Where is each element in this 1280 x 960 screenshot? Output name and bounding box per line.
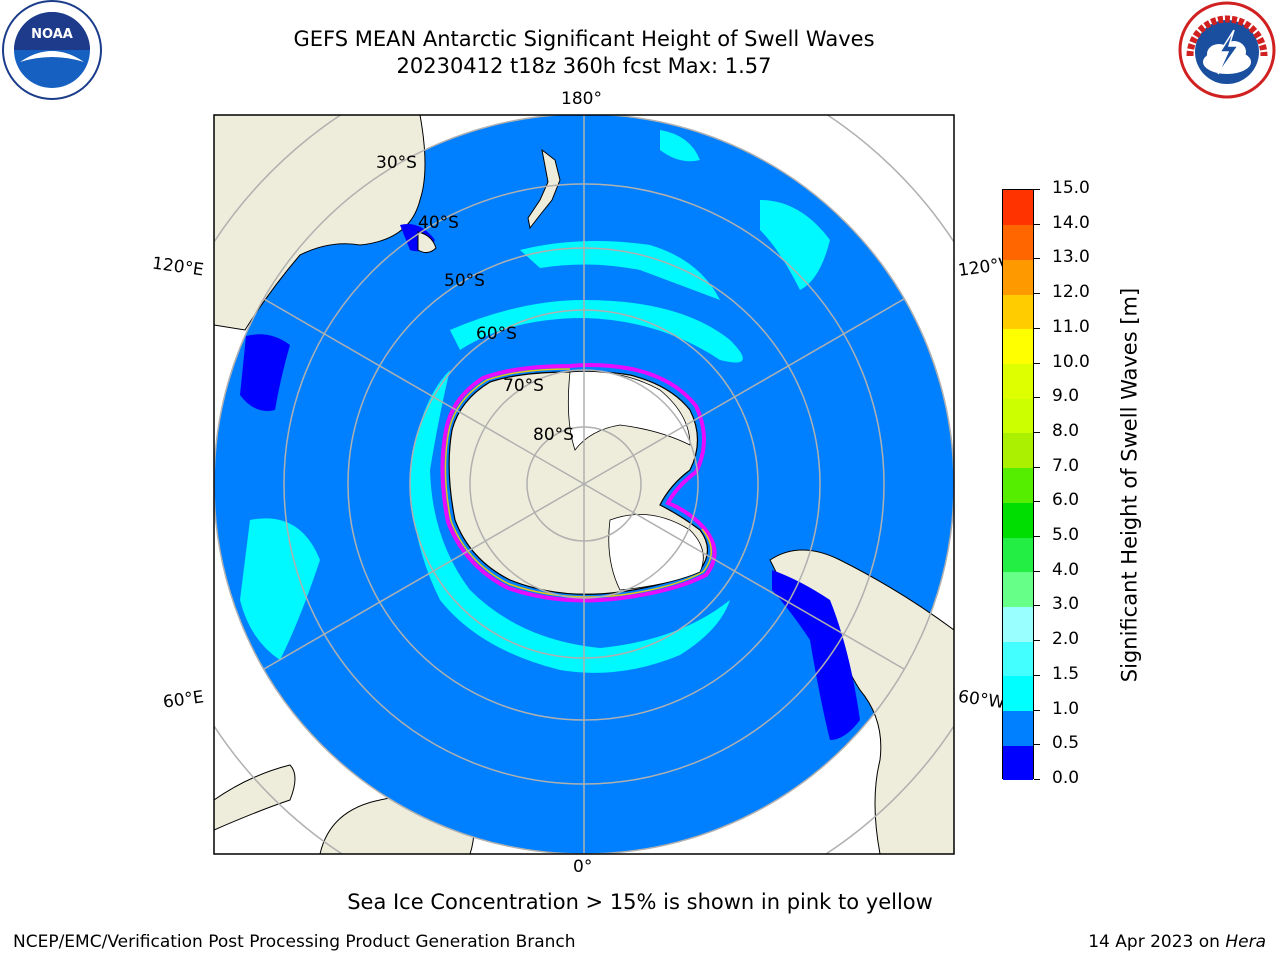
colorbar-tick-label: 9.0 <box>1052 386 1080 407</box>
colorbar-segment <box>1003 432 1033 469</box>
colorbar-tick <box>1034 362 1040 364</box>
colorbar-segment <box>1003 294 1033 330</box>
date-value: 14 Apr 2023 on <box>1088 932 1226 952</box>
graticule <box>214 115 954 854</box>
colorbar <box>1002 189 1034 781</box>
colorbar-tick-label: 15.0 <box>1052 178 1090 198</box>
colorbar-segment <box>1003 328 1033 365</box>
colorbar-segment <box>1003 398 1033 434</box>
colorbar-tick <box>1034 640 1040 642</box>
colorbar-tick-label: 14.0 <box>1052 212 1090 233</box>
noaa-logo: NOAA <box>2 0 102 100</box>
colorbar-segment <box>1003 745 1033 781</box>
colorbar-tick <box>1034 293 1040 295</box>
colorbar-tick-label: 1.5 <box>1052 663 1080 684</box>
map-frame <box>213 114 955 855</box>
lon-label-bottom: 0° <box>573 857 593 877</box>
colorbar-tick-label: 4.0 <box>1052 559 1080 580</box>
colorbar-tick <box>1034 570 1040 572</box>
lat-label-80: 80°S <box>533 425 574 445</box>
colorbar-tick-label: 2.0 <box>1052 629 1080 650</box>
colorbar-tick-label: 8.0 <box>1052 420 1080 441</box>
colorbar-tick <box>1034 223 1040 225</box>
weddell-ice <box>608 514 704 591</box>
chart-subtitle: 20230412 t18z 360h fcst Max: 1.57 <box>396 54 772 78</box>
colorbar-tick-label: 13.0 <box>1052 247 1090 268</box>
colorbar-tick <box>1034 327 1040 329</box>
colorbar-segment <box>1003 224 1033 260</box>
machine-name: Hera <box>1225 932 1266 952</box>
colorbar-tick <box>1034 709 1040 711</box>
colorbar-segment <box>1003 675 1033 712</box>
colorbar-tick <box>1034 674 1040 676</box>
colorbar-tick <box>1034 397 1040 399</box>
lon-label-top: 180° <box>561 89 602 109</box>
colorbar-segment <box>1003 710 1033 746</box>
colorbar-tick-label: 0.5 <box>1052 733 1080 754</box>
colorbar-segment <box>1003 259 1033 295</box>
colorbar-segment <box>1003 363 1033 399</box>
colorbar-segment <box>1003 606 1033 642</box>
colorbar-title: Significant Height of Swell Waves [m] <box>1117 287 1142 683</box>
colorbar-tick <box>1034 501 1040 503</box>
colorbar-segment <box>1003 502 1033 538</box>
colorbar-tick <box>1034 605 1040 607</box>
tasmania-land <box>417 231 437 254</box>
sea-ice-note: Sea Ice Concentration > 15% is shown in … <box>347 890 933 914</box>
credit-text: NCEP/EMC/Verification Post Processing Pr… <box>13 932 576 952</box>
lat-label-60: 60°S <box>476 324 517 344</box>
swell-band <box>240 130 830 673</box>
colorbar-segment <box>1003 571 1033 607</box>
sea-ice-edge <box>440 363 717 603</box>
colorbar-tick-label: 3.0 <box>1052 594 1080 615</box>
colorbar-tick <box>1034 536 1040 538</box>
noaa-logo-text: NOAA <box>31 27 73 42</box>
colorbar-segment <box>1003 641 1033 677</box>
colorbar-tick-label: 10.0 <box>1052 351 1090 372</box>
new-zealand-land <box>527 148 561 230</box>
colorbar-tick-label: 7.0 <box>1052 455 1080 476</box>
colorbar-tick <box>1034 466 1040 468</box>
lat-label-50: 50°S <box>444 271 485 291</box>
colorbar-tick <box>1034 258 1040 260</box>
lat-label-30: 30°S <box>376 153 417 173</box>
colorbar-tick <box>1034 189 1040 190</box>
colorbar-tick-label: 0.0 <box>1052 768 1080 788</box>
colorbar-tick <box>1034 744 1040 746</box>
lat-label-40: 40°S <box>418 213 459 233</box>
colorbar-segment <box>1003 190 1033 226</box>
date-text: 14 Apr 2023 on Hera <box>1088 932 1266 952</box>
colorbar-tick <box>1034 779 1040 780</box>
lat-label-70: 70°S <box>503 376 544 396</box>
ross-ice-shelf <box>567 371 691 451</box>
madagascar-land <box>214 764 296 831</box>
colorbar-segment <box>1003 537 1033 573</box>
colorbar-tick <box>1034 431 1040 433</box>
nws-logo <box>1178 1 1276 99</box>
colorbar-tick-label: 11.0 <box>1052 316 1090 337</box>
colorbar-tick-label: 1.0 <box>1052 698 1080 719</box>
colorbar-tick-label: 12.0 <box>1052 282 1090 303</box>
chart-title: GEFS MEAN Antarctic Significant Height o… <box>293 27 875 51</box>
colorbar-tick-label: 5.0 <box>1052 525 1080 546</box>
colorbar-segment <box>1003 467 1033 503</box>
colorbar-tick-label: 6.0 <box>1052 490 1080 511</box>
